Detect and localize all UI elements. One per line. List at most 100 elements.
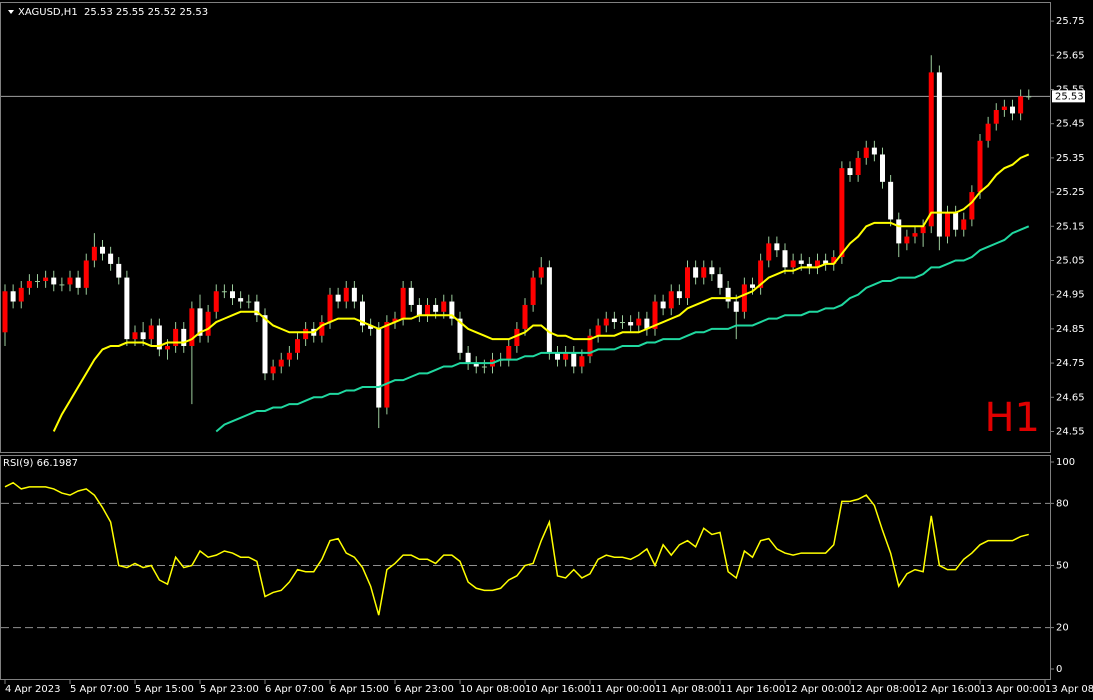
- candle-body: [839, 168, 845, 258]
- candle-body: [246, 301, 252, 303]
- candle-body: [425, 304, 430, 316]
- candle-body: [855, 157, 861, 175]
- candle-body: [993, 110, 999, 124]
- candle-body: [717, 274, 723, 288]
- y-tick-label: 25.25: [1056, 187, 1085, 198]
- candle-body: [920, 226, 926, 234]
- candle-body: [319, 322, 325, 336]
- candle-body: [408, 287, 414, 305]
- y-tick-label: 25.45: [1056, 119, 1085, 130]
- candle-body: [254, 301, 260, 316]
- candle-body: [83, 260, 89, 288]
- candle-body: [806, 263, 812, 268]
- candle-body: [1010, 106, 1015, 114]
- candle-body: [221, 291, 227, 293]
- candle-body: [392, 318, 398, 323]
- candle-body: [43, 277, 49, 282]
- x-tick-label: 6 Apr 07:00: [265, 684, 324, 695]
- candle-body: [67, 277, 73, 285]
- y-tick-label: 25.55: [1056, 84, 1085, 95]
- candle-body: [685, 267, 690, 299]
- rsi-line: [4, 481, 1029, 616]
- x-tick-label: 12 Apr 16:00: [915, 684, 980, 695]
- candle-body: [758, 260, 764, 288]
- candle-body: [457, 318, 463, 353]
- candle-body: [173, 328, 179, 346]
- candle-body: [514, 328, 520, 346]
- candle-body: [725, 287, 731, 302]
- candle-body: [904, 236, 910, 244]
- menu-arrow[interactable]: [8, 10, 14, 14]
- candle-body: [465, 352, 471, 364]
- candle-body: [165, 345, 170, 350]
- candle-body: [888, 181, 894, 220]
- rsi-tick-label: 80: [1056, 498, 1069, 509]
- y-tick-label: 24.85: [1056, 324, 1085, 335]
- candle-body: [238, 298, 244, 302]
- x-tick-label: 10 Apr 08:00: [460, 684, 525, 695]
- candle-body: [928, 72, 934, 227]
- candle-body: [278, 359, 284, 367]
- candle-body: [416, 304, 422, 316]
- candle-body: [230, 291, 235, 299]
- y-tick-label: 25.05: [1056, 255, 1085, 266]
- candle-body: [977, 140, 983, 193]
- candle-body: [815, 260, 820, 268]
- x-tick-label: 12 Apr 08:00: [850, 684, 915, 695]
- candle-body: [197, 308, 203, 336]
- candle-body: [400, 287, 406, 319]
- y-tick-label: 24.65: [1056, 392, 1085, 403]
- candle-body: [628, 322, 634, 326]
- candle-body: [530, 277, 536, 305]
- candle-body: [953, 212, 959, 230]
- candle-body: [823, 260, 829, 264]
- timeframe-watermark: H1: [984, 395, 1040, 441]
- rsi-tick-label: 20: [1056, 623, 1069, 634]
- candle-body: [205, 311, 211, 336]
- candle-body: [116, 263, 122, 278]
- candle-body: [693, 267, 699, 278]
- candle-body: [156, 325, 162, 350]
- x-tick-label: 4 Apr 2023: [5, 684, 60, 695]
- candle-body: [676, 291, 682, 299]
- candle-body: [782, 250, 788, 268]
- y-tick-label: 25.75: [1056, 16, 1085, 27]
- candle-body: [1026, 96, 1032, 98]
- candle-body: [360, 301, 365, 326]
- candle-body: [286, 352, 292, 360]
- candle-body: [587, 335, 593, 357]
- x-tick-label: 12 Apr 00:00: [785, 684, 850, 695]
- candle-body: [563, 352, 569, 360]
- candle-body: [871, 147, 877, 155]
- y-tick-label: 25.15: [1056, 221, 1085, 232]
- candle-body: [51, 277, 57, 285]
- candle-body: [798, 260, 804, 264]
- candle-body: [26, 281, 32, 288]
- candle-body: [449, 301, 455, 319]
- candle-body: [124, 277, 130, 340]
- candle-body: [912, 233, 918, 237]
- candle-body: [546, 267, 552, 353]
- candle-body: [660, 301, 666, 309]
- candle-body: [750, 284, 755, 288]
- candle-body: [132, 332, 138, 340]
- candle-body: [620, 322, 625, 324]
- candle-body: [2, 291, 8, 333]
- candle-body: [652, 301, 658, 329]
- candle-body: [603, 318, 609, 326]
- moving-average: [215, 225, 1030, 433]
- candle-body: [668, 291, 674, 309]
- candle-body: [847, 168, 853, 175]
- candle-body: [555, 352, 560, 360]
- candle-body: [538, 267, 544, 278]
- candle-body: [91, 246, 97, 261]
- candle-body: [181, 328, 187, 346]
- candle-body: [571, 352, 577, 367]
- candle-body: [433, 304, 439, 312]
- rsi-tick-label: 50: [1056, 561, 1069, 572]
- candle-body: [936, 72, 942, 237]
- candle-body: [295, 339, 300, 353]
- rsi-label: RSI(9) 66.1987: [3, 458, 78, 469]
- candle-body: [481, 366, 487, 368]
